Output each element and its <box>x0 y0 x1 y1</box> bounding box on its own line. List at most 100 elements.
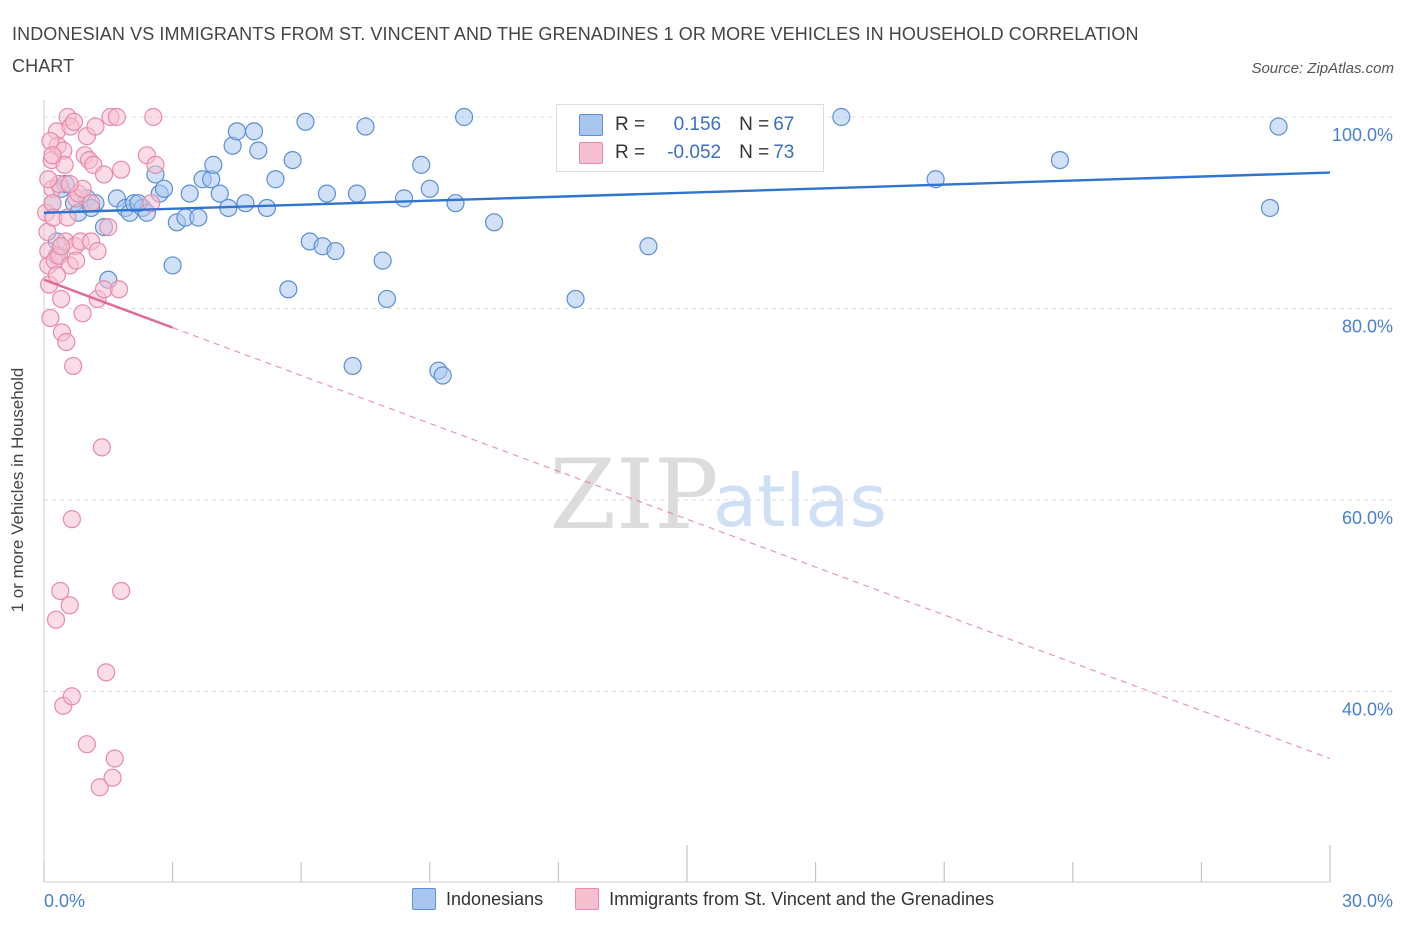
st-vincent-point <box>77 735 96 754</box>
st-vincent-point <box>41 308 60 328</box>
indonesian-point <box>283 150 302 170</box>
st-vincent-point <box>43 146 62 165</box>
st-vincent-point <box>64 112 84 131</box>
indonesian-point <box>454 107 474 127</box>
indonesian-point <box>394 189 414 208</box>
st-vincent-point <box>103 768 122 787</box>
indonesian-point <box>373 251 392 270</box>
indonesian-trend-line <box>43 171 1331 214</box>
indonesian-point <box>296 112 315 131</box>
correlation-legend: R = 0.156 N = 67 R = -0.052 N = 73 <box>556 104 824 172</box>
st-vincent-point <box>60 174 79 194</box>
st-vincent-trend-line <box>43 278 174 329</box>
x-tick-label-min: 0.0% <box>44 891 85 911</box>
indonesian-point <box>163 256 182 275</box>
indonesian-point <box>227 122 246 141</box>
st-vincent-point <box>46 610 66 629</box>
legend-item-indonesians[interactable]: Indonesians <box>412 888 543 910</box>
st-vincent-point <box>52 237 71 256</box>
legend-swatch-pink <box>575 888 600 910</box>
indonesian-point <box>204 155 223 174</box>
y-tick-label: 80.0% <box>1342 317 1393 337</box>
st-vincent-point <box>144 107 163 127</box>
st-vincent-point <box>60 596 79 615</box>
indonesian-point <box>566 289 585 309</box>
legend-label-indonesians: Indonesians <box>446 888 544 909</box>
st-vincent-point <box>57 332 76 352</box>
indonesian-point <box>832 107 851 127</box>
indonesian-point <box>433 366 452 385</box>
st-vincent-point <box>90 778 109 797</box>
trend-line-extension <box>172 327 1331 760</box>
st-vincent-point <box>105 749 124 768</box>
st-vincent-point <box>99 218 118 237</box>
y-axis-label: 1 or more Vehicles in Household <box>8 367 27 613</box>
indonesian-point <box>236 194 255 213</box>
st-vincent-point <box>109 280 129 299</box>
st-vincent-point <box>142 194 161 213</box>
st-vincent-point <box>62 510 81 529</box>
st-vincent-point <box>39 170 58 189</box>
indonesian-point <box>377 289 397 309</box>
indonesian-point <box>420 179 439 198</box>
indonesian-point <box>639 237 658 256</box>
y-tick-label: 40.0% <box>1342 700 1393 720</box>
legend-label-st-vincent: Immigrants from St. Vincent and the Gren… <box>609 888 994 909</box>
indonesian-point <box>266 170 285 189</box>
indonesian-point <box>412 155 431 174</box>
st-vincent-point <box>55 155 74 174</box>
indonesian-point <box>154 179 174 198</box>
indonesian-point <box>257 198 277 218</box>
series-legend: Indonesians Immigrants from St. Vincent … <box>0 888 1406 910</box>
st-vincent-point <box>92 438 111 457</box>
st-vincent-point <box>88 241 107 261</box>
st-vincent-point <box>52 289 71 309</box>
legend-swatch-blue <box>579 114 603 136</box>
st-vincent-point <box>146 155 165 174</box>
st-vincent-point <box>107 107 126 127</box>
st-vincent-point <box>82 194 101 213</box>
indonesian-point <box>249 141 268 160</box>
st-vincent-point <box>62 687 81 706</box>
st-vincent-point <box>64 356 83 376</box>
legend-r-value: 0.156 <box>673 114 722 135</box>
st-vincent-point <box>112 581 131 601</box>
legend-item-st-vincent[interactable]: Immigrants from St. Vincent and the Gren… <box>575 888 994 910</box>
indonesian-point <box>347 184 367 203</box>
legend-row-indonesians: R = 0.156 N = 67 <box>579 111 794 139</box>
indonesian-point <box>1050 150 1070 170</box>
x-tick-label-max: 30.0% <box>1342 891 1393 911</box>
st-vincent-point <box>97 663 116 682</box>
indonesian-point <box>317 184 337 203</box>
indonesian-point <box>210 184 229 203</box>
st-vincent-point <box>94 165 114 184</box>
legend-n-value: 73 <box>773 142 795 163</box>
indonesian-point <box>1269 117 1288 136</box>
y-tick-label: 100.0% <box>1332 125 1393 145</box>
legend-r-label: R = <box>615 142 646 163</box>
indonesian-point <box>356 117 375 136</box>
legend-n-value: 67 <box>773 114 795 135</box>
source-label: Source: ZipAtlas.com <box>1251 60 1394 77</box>
indonesian-point <box>180 184 199 203</box>
indonesian-point <box>326 241 345 261</box>
st-vincent-point <box>51 581 70 601</box>
indonesian-point <box>1260 198 1280 218</box>
st-vincent-point <box>112 160 131 179</box>
legend-n-label: N = <box>739 142 770 163</box>
indonesian-point <box>189 208 208 227</box>
watermark-zip: ZIP <box>549 439 718 551</box>
indonesian-point <box>279 280 298 299</box>
indonesian-point <box>485 213 504 232</box>
st-vincent-point <box>47 265 66 285</box>
y-tick-label: 60.0% <box>1342 508 1393 528</box>
legend-r-value: -0.052 <box>667 142 722 163</box>
legend-n-label: N = <box>739 114 770 135</box>
st-vincent-point <box>86 117 105 136</box>
chart-title: INDONESIAN VS IMMIGRANTS FROM ST. VINCEN… <box>12 24 1139 76</box>
legend-swatch-pink <box>579 142 603 164</box>
indonesian-point <box>926 170 945 189</box>
indonesian-point <box>446 194 465 213</box>
st-vincent-point <box>73 304 92 323</box>
